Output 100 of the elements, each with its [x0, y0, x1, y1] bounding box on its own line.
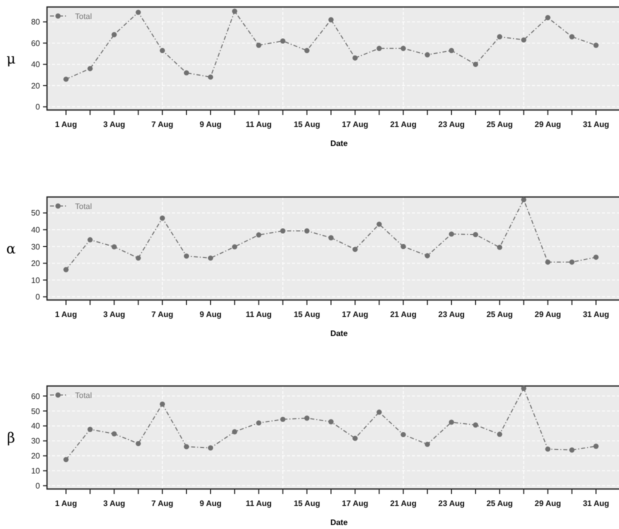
- point: [87, 66, 93, 72]
- point: [400, 46, 406, 52]
- point: [112, 32, 117, 38]
- y-axis-title: α: [6, 241, 16, 258]
- point: [208, 74, 214, 80]
- x-tick-label: 11 Aug: [246, 310, 272, 319]
- point: [304, 48, 310, 54]
- y-tick-label: 0: [36, 292, 41, 302]
- x-tick-label: 23 Aug: [438, 499, 465, 508]
- x-tick-label: 1 Aug: [55, 310, 78, 319]
- y-axis-title: μ: [6, 51, 16, 68]
- point: [569, 34, 575, 40]
- point: [63, 76, 69, 82]
- point: [352, 246, 358, 252]
- point: [400, 244, 406, 250]
- x-tick-label: 31 Aug: [582, 120, 610, 129]
- point: [232, 8, 238, 14]
- x-tick-label: 1 Aug: [55, 120, 78, 129]
- x-tick-label: 25 Aug: [486, 310, 513, 319]
- x-tick-label: 15 Aug: [294, 499, 320, 508]
- x-tick-label: 7 Aug: [151, 499, 174, 508]
- x-tick-label: 15 Aug: [294, 310, 320, 319]
- y-tick-label: 30: [31, 436, 41, 446]
- point: [184, 70, 190, 76]
- x-axis-title: Date: [330, 139, 348, 148]
- y-tick-label: 60: [31, 392, 41, 401]
- x-tick-label: 9 Aug: [200, 310, 222, 319]
- y-tick-label: 60: [31, 38, 41, 48]
- y-tick-label: 40: [31, 422, 41, 431]
- point: [136, 255, 141, 261]
- x-tick-label: 17 Aug: [342, 499, 368, 508]
- point: [256, 42, 262, 48]
- point: [87, 237, 93, 242]
- point: [376, 222, 382, 227]
- x-tick-label: 11 Aug: [246, 120, 272, 129]
- point: [497, 244, 502, 250]
- y-axis-title: β: [6, 430, 16, 446]
- point: [497, 432, 502, 437]
- y-tick-label: 10: [31, 276, 41, 285]
- y-tick-label: 10: [31, 466, 41, 476]
- point: [400, 432, 406, 438]
- point: [521, 386, 526, 391]
- x-tick-label: 11 Aug: [246, 499, 272, 508]
- point: [160, 216, 165, 221]
- point: [184, 253, 190, 259]
- x-tick-label: 31 Aug: [582, 310, 610, 319]
- x-tick-label: 31 Aug: [582, 499, 610, 508]
- x-tick-label: 1 Aug: [55, 499, 78, 508]
- point: [448, 231, 454, 237]
- x-tick-label: 9 Aug: [200, 120, 222, 129]
- x-tick-label: 17 Aug: [342, 120, 368, 129]
- point: [208, 445, 214, 450]
- point: [184, 444, 190, 450]
- y-tick-label: 0: [36, 102, 41, 112]
- point: [593, 444, 599, 449]
- x-tick-label: 15 Aug: [294, 120, 320, 129]
- x-tick-label: 23 Aug: [438, 310, 465, 319]
- point: [521, 37, 526, 43]
- y-tick-label: 20: [31, 259, 41, 268]
- y-tick-label: 30: [31, 242, 41, 252]
- point: [280, 228, 286, 234]
- point: [545, 259, 550, 265]
- point: [328, 17, 334, 22]
- x-axis-title: Date: [330, 518, 348, 527]
- y-tick-label: 50: [31, 208, 41, 218]
- point: [545, 15, 550, 20]
- x-tick-label: 29 Aug: [534, 120, 562, 129]
- y-tick-label: 50: [31, 406, 41, 416]
- x-tick-label: 29 Aug: [534, 310, 562, 319]
- point: [256, 232, 262, 238]
- x-tick-label: 7 Aug: [151, 310, 174, 319]
- x-tick-label: 17 Aug: [342, 310, 368, 319]
- point: [352, 55, 358, 61]
- y-tick-label: 40: [31, 60, 41, 70]
- x-tick-label: 25 Aug: [486, 120, 513, 129]
- point: [136, 440, 141, 446]
- x-tick-label: 21 Aug: [390, 499, 417, 508]
- legend-label: Total: [75, 390, 92, 400]
- legend-label: Total: [75, 202, 92, 211]
- y-tick-label: 0: [36, 482, 41, 491]
- point: [63, 267, 69, 272]
- x-tick-label: 9 Aug: [200, 499, 222, 508]
- point: [521, 197, 526, 202]
- y-tick-label: 20: [31, 81, 41, 90]
- point: [208, 255, 214, 261]
- point: [376, 410, 382, 415]
- point: [424, 442, 430, 447]
- y-tick-label: 20: [31, 452, 41, 461]
- point: [448, 48, 454, 54]
- point: [63, 456, 69, 462]
- legend-label: Total: [75, 12, 92, 21]
- x-tick-label: 29 Aug: [534, 499, 562, 508]
- point: [160, 401, 165, 407]
- point: [593, 254, 599, 260]
- point: [424, 253, 430, 258]
- point: [352, 436, 358, 441]
- point: [256, 420, 262, 426]
- point: [87, 426, 93, 432]
- point: [472, 422, 478, 428]
- x-tick-label: 7 Aug: [151, 120, 174, 129]
